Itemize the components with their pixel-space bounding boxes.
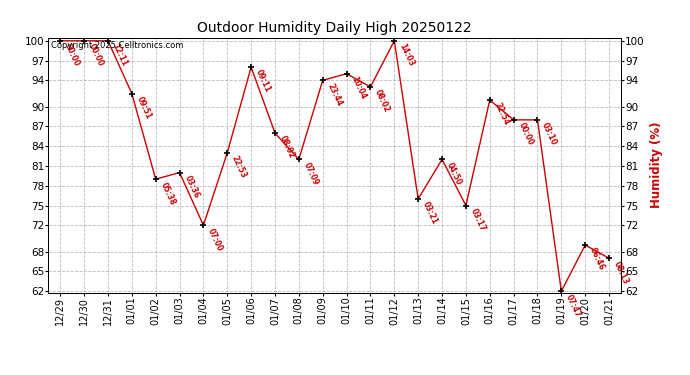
Text: 10:04: 10:04 (349, 75, 368, 101)
Text: 12:11: 12:11 (110, 42, 129, 68)
Text: 07:47: 07:47 (564, 292, 582, 318)
Text: 23:44: 23:44 (326, 82, 344, 107)
Text: Copyright 2025 Celltronics.com: Copyright 2025 Celltronics.com (51, 41, 184, 50)
Text: 06:46: 06:46 (588, 246, 607, 272)
Text: 08:02: 08:02 (373, 88, 392, 114)
Title: Outdoor Humidity Daily High 20250122: Outdoor Humidity Daily High 20250122 (197, 21, 472, 35)
Text: 03:36: 03:36 (182, 174, 201, 200)
Text: 07:00: 07:00 (206, 226, 224, 252)
Text: 00:00: 00:00 (63, 42, 81, 68)
Text: 00:00: 00:00 (516, 121, 535, 147)
Text: 09:51: 09:51 (135, 95, 153, 120)
Text: 00:00: 00:00 (87, 42, 105, 68)
Text: 03:21: 03:21 (421, 200, 440, 226)
Y-axis label: Humidity (%): Humidity (%) (651, 122, 663, 208)
Text: 09:11: 09:11 (254, 69, 273, 94)
Text: 03:17: 03:17 (469, 207, 487, 233)
Text: 08:02: 08:02 (278, 134, 296, 160)
Text: 14:03: 14:03 (397, 42, 415, 68)
Text: 04:50: 04:50 (445, 161, 463, 186)
Text: 08:13: 08:13 (612, 260, 630, 285)
Text: 07:09: 07:09 (302, 161, 320, 187)
Text: 22:53: 22:53 (230, 154, 248, 180)
Text: 22:54: 22:54 (493, 102, 511, 127)
Text: 05:38: 05:38 (159, 180, 177, 206)
Text: 03:10: 03:10 (540, 121, 559, 147)
